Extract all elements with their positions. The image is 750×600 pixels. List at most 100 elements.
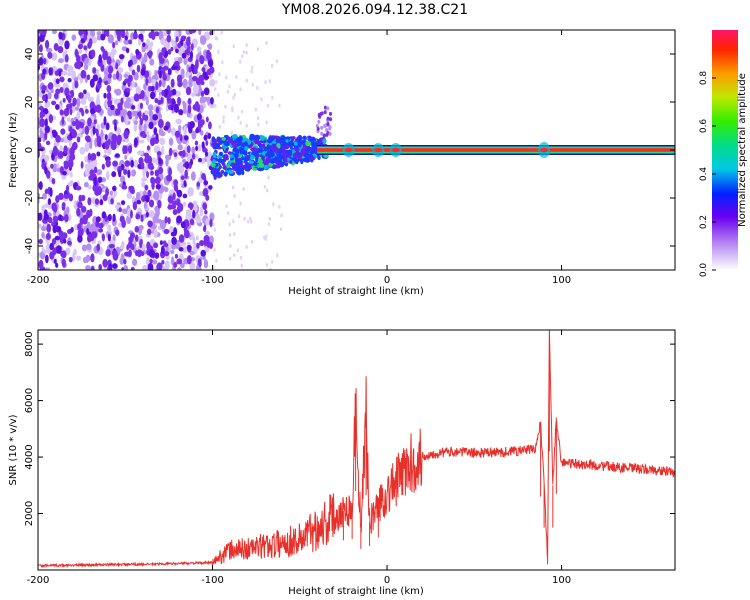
spec-noise-blob: [170, 128, 177, 135]
spec-noise-blob: [121, 109, 128, 117]
spec-noise-blob: [139, 117, 144, 126]
spec-noise-blob: [125, 102, 132, 109]
spec-noise-blob: [56, 245, 62, 254]
spec-noise-blob: [177, 42, 181, 49]
spec-noise-blob: [195, 145, 199, 151]
spec-noise-blob: [92, 67, 97, 74]
spec-noise-blob: [199, 206, 203, 217]
spec-noise-blob: [150, 194, 154, 199]
spec-noise-blob: [99, 199, 104, 206]
spec-noise-blob: [58, 69, 62, 77]
spec-noise-blob: [38, 57, 44, 66]
spec-noise-blob: [190, 171, 196, 181]
spec-streak-blob: [317, 112, 321, 117]
spec-noise-blob: [188, 66, 192, 73]
spec-noise-blob: [103, 92, 107, 99]
spec-noise-blob: [133, 137, 138, 146]
snr-y-tick-label: 8000: [24, 331, 35, 356]
spec-faint-blob: [232, 95, 235, 100]
spec-noise-blob: [135, 48, 140, 56]
spec-noise-blob: [80, 69, 87, 79]
spec-faint-blob: [213, 227, 216, 232]
spec-faint-blob: [228, 222, 232, 227]
spec-noise-blob: [181, 52, 187, 59]
spec-noise-blob: [180, 35, 187, 41]
spec-streak-blob: [323, 110, 327, 115]
spec-noise-blob: [108, 67, 112, 73]
spec-noise-blob: [192, 209, 196, 219]
spec-cluster-blob: [244, 146, 249, 151]
spec-noise-blob: [204, 151, 209, 157]
spec-noise-blob: [89, 208, 93, 217]
spec-noise-blob: [193, 64, 198, 71]
spec-noise-blob: [83, 181, 89, 188]
spec-noise-blob: [51, 238, 57, 245]
spec-noise-blob: [91, 222, 97, 231]
spec-cluster-blob: [271, 151, 275, 157]
spec-cluster-blob: [288, 159, 293, 164]
spec-noise-blob: [38, 63, 41, 71]
spec-noise-blob: [115, 89, 120, 94]
spec-faint-blob: [239, 59, 242, 64]
spec-cluster-blob: [224, 141, 230, 147]
spec-noise-blob: [55, 262, 59, 268]
spec-noise-blob: [190, 257, 195, 262]
spec-faint-blob: [217, 93, 220, 98]
spec-faint-blob: [236, 248, 240, 253]
spec-faint-blob: [254, 107, 258, 112]
spec-noise-blob: [153, 190, 160, 201]
spec-noise-blob: [197, 157, 203, 163]
spec-noise-blob: [185, 211, 192, 219]
spec-noise-blob: [131, 105, 136, 110]
spec-cluster-blob: [311, 144, 316, 150]
spec-faint-blob: [215, 80, 218, 85]
spec-cluster-blob: [228, 169, 232, 173]
spec-noise-blob: [195, 235, 199, 241]
spec-cluster-blob: [300, 158, 304, 165]
spec-noise-blob: [38, 137, 42, 143]
spec-faint-blob: [250, 239, 254, 244]
spec-faint-blob: [218, 124, 222, 129]
spec-noise-blob: [143, 201, 147, 210]
spec-faint-blob: [247, 219, 250, 224]
spec-noise-blob: [52, 215, 59, 223]
colorbar-ticks: 0.0 0.2 0.4 0.6 0.8: [699, 71, 716, 277]
spec-noise-blob: [67, 240, 72, 246]
spec-streak-blob: [320, 131, 324, 136]
spec-faint-blob: [270, 259, 274, 264]
spec-noise-blob: [38, 44, 43, 53]
spec-streak-blob: [316, 126, 320, 131]
spec-noise-blob: [178, 234, 185, 243]
spec-noise-blob: [67, 77, 72, 83]
spec-noise-blob: [139, 239, 143, 249]
spec-noise-blob: [78, 48, 83, 54]
spec-noise-blob: [172, 209, 178, 216]
spec-faint-blob: [241, 54, 244, 59]
spec-noise-blob: [59, 76, 65, 83]
spec-noise-blob: [197, 119, 204, 129]
spec-faint-blob: [276, 253, 279, 258]
spec-noise-blob: [148, 165, 155, 171]
spec-noise-blob: [127, 169, 131, 179]
spec-noise-blob: [47, 51, 53, 59]
spec-cluster-blob: [248, 160, 255, 164]
spec-noise-blob: [61, 174, 67, 180]
spec-cluster-blob: [210, 163, 216, 167]
spec-noise-blob: [128, 145, 133, 154]
spec-noise-blob: [115, 229, 120, 236]
spec-noise-blob: [52, 163, 58, 173]
spec-noise-blob: [155, 183, 161, 190]
spec-noise-blob: [123, 39, 130, 45]
snr-panel: -200 -100 0 100 2000 4000 6000 8000 Height of s…: [8, 329, 676, 597]
spec-noise-blob: [93, 166, 98, 174]
spec-noise-blob: [209, 79, 216, 87]
spec-noise-blob: [70, 226, 74, 233]
spec-noise-blob: [38, 30, 41, 34]
spec-faint-blob: [280, 213, 283, 218]
spec-noise-blob: [103, 75, 109, 83]
spec-faint-blob: [251, 65, 254, 70]
spec-cluster-blob: [309, 156, 316, 161]
colorbar-tick-label: 0.6: [699, 119, 709, 134]
spec-noise-blob: [196, 216, 202, 224]
spec-noise-blob: [66, 65, 74, 73]
